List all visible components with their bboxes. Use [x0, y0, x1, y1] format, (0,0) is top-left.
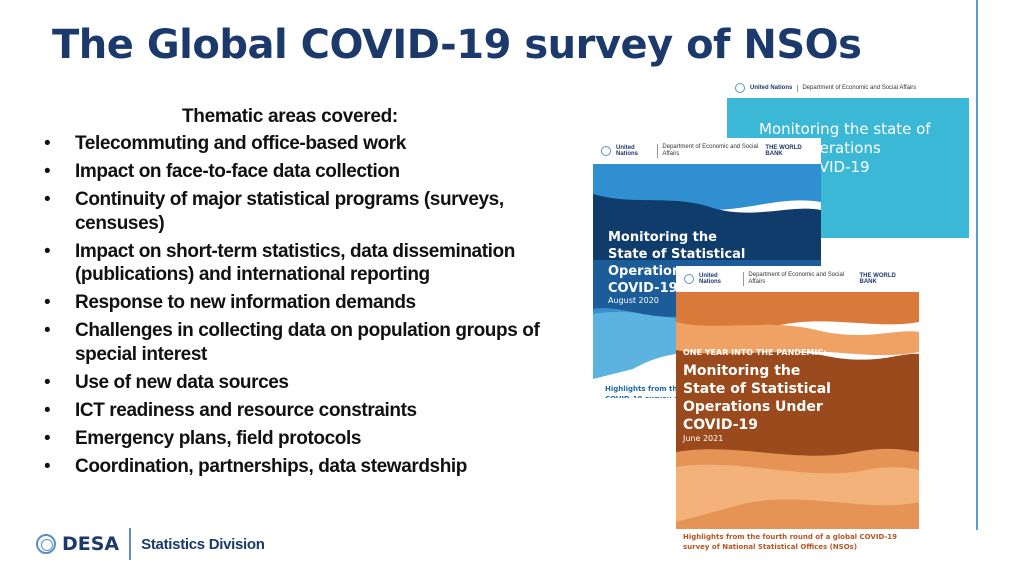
- cover-date: August 2020: [608, 296, 659, 305]
- un-emblem-icon: [735, 83, 745, 93]
- cover-page: United Nations Department of Economic an…: [676, 266, 919, 529]
- dept-label: Department of Economic and Social Affair…: [657, 144, 760, 158]
- report-cover-2021: United Nations Department of Economic an…: [676, 266, 919, 556]
- dept-label: Department of Economic and Social Affair…: [797, 84, 916, 92]
- cover-footer-text: Highlights from the fourth round of a gl…: [683, 533, 898, 551]
- un-label: United Nations: [750, 85, 793, 91]
- cover-header: United Nations Department of Economic an…: [676, 266, 919, 292]
- cover-header: United Nations Department of Economic an…: [727, 78, 969, 98]
- thematic-areas-heading: Thematic areas covered:: [182, 106, 398, 127]
- list-item: • Emergency plans, field protocols: [40, 427, 580, 451]
- list-item: • Telecommuting and office-based work: [40, 132, 580, 156]
- cover-footer-text: Highlights from the seCOVID-19 survey of…: [605, 385, 695, 398]
- cover-title: Monitoring the State of Statistical Operat…: [608, 230, 746, 296]
- division-name: Statistics Division: [141, 535, 265, 553]
- bullet-icon: •: [44, 189, 51, 210]
- desa-logo-text: DESA: [62, 533, 120, 555]
- list-item: • Coordination, partnerships, data stewar…: [40, 455, 580, 479]
- bullet-icon: •: [44, 133, 51, 154]
- un-globe-icon: [36, 534, 56, 554]
- bullet-icon: •: [44, 427, 51, 449]
- right-divider-line: [976, 0, 978, 530]
- list-item: • Use of new data sources: [40, 371, 580, 395]
- bullet-icon: •: [44, 292, 51, 313]
- orange-wave-illustration: [676, 292, 919, 529]
- list-item-text: Impact on short-term statistics, data di…: [75, 240, 515, 286]
- un-label: United Nations: [699, 273, 722, 285]
- cover-date: June 2021: [683, 434, 724, 443]
- cover-title: Monitoring the State of Statistical Operat…: [683, 363, 831, 433]
- list-item-text: Coordination, partnerships, data steward…: [75, 455, 468, 477]
- footer-divider: [129, 528, 132, 560]
- bullet-icon: •: [44, 399, 51, 421]
- list-item-text: Continuity of major statistical programs…: [75, 189, 504, 234]
- world-bank-logo: THE WORLD BANK: [859, 273, 896, 285]
- footer-branding: DESA Statistics Division: [36, 527, 265, 561]
- bullet-icon: •: [44, 455, 51, 477]
- list-item-text: Challenges in collecting data on populat…: [75, 320, 540, 365]
- bullet-icon: •: [44, 371, 51, 393]
- list-item-text: ICT readiness and resource constraints: [75, 399, 417, 421]
- list-item: • Response to new information demands: [40, 291, 580, 315]
- bullet-icon: •: [44, 161, 51, 182]
- bullet-icon: •: [44, 240, 51, 262]
- list-item: • Challenges in collecting data on popula…: [40, 319, 580, 366]
- list-item: • Impact on short-term statistics, data d…: [40, 240, 580, 287]
- list-item-text: Telecommuting and office-based work: [75, 133, 406, 154]
- list-item-text: Use of new data sources: [75, 371, 289, 393]
- cover-kicker: ONE YEAR INTO THE PANDEMIC:: [683, 348, 827, 357]
- thematic-areas-list: • Telecommuting and office-based work • Im…: [40, 132, 580, 483]
- slide-title: The Global COVID-19 survey of NSOs: [52, 22, 862, 68]
- bullet-icon: •: [44, 320, 51, 341]
- list-item: • Impact on face-to-face data collection: [40, 160, 580, 184]
- un-emblem-icon: [684, 274, 694, 284]
- un-label: United Nations: [616, 145, 639, 157]
- dept-label: Department of Economic and Social Affair…: [743, 272, 854, 286]
- list-item-text: Response to new information demands: [75, 292, 416, 313]
- list-item-text: Impact on face-to-face data collection: [75, 161, 400, 182]
- list-item: • ICT readiness and resource constraints: [40, 399, 580, 423]
- list-item: • Continuity of major statistical program…: [40, 188, 580, 235]
- list-item-text: Emergency plans, field protocols: [75, 427, 361, 449]
- un-emblem-icon: [601, 146, 611, 156]
- world-bank-logo: THE WORLD BANK: [765, 145, 802, 157]
- cover-header: United Nations Department of Economic an…: [593, 138, 821, 164]
